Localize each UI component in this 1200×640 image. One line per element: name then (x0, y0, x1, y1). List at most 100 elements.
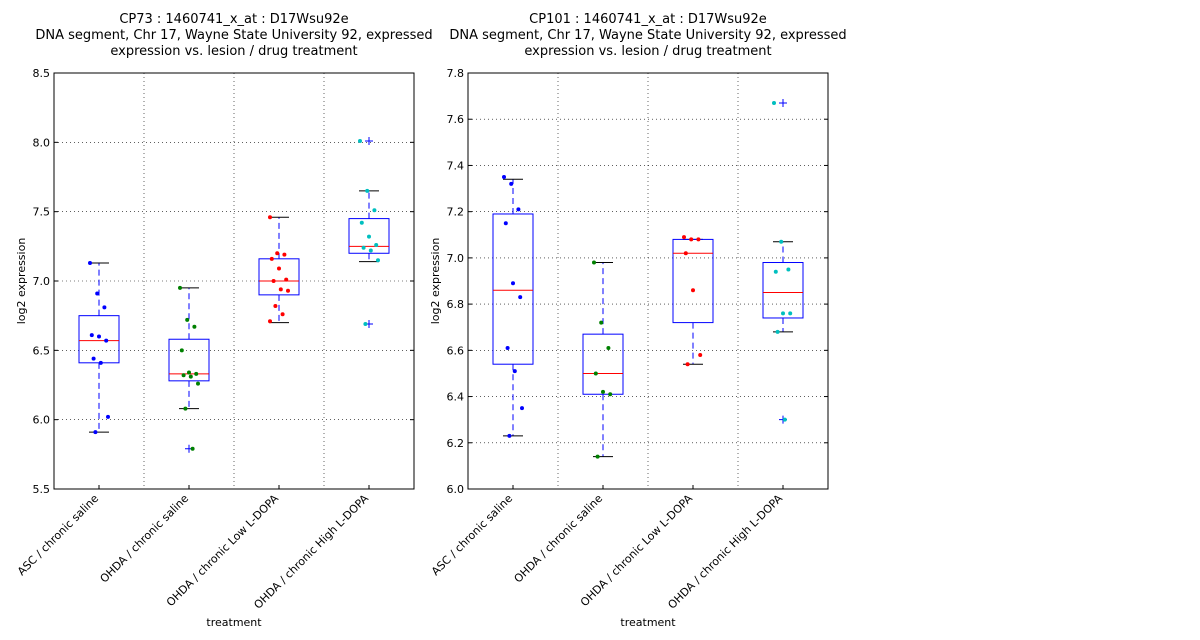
outlier-marker (365, 136, 373, 145)
data-point (268, 215, 272, 220)
x-axis-label: treatment (206, 616, 262, 629)
data-point (273, 303, 278, 308)
data-point (698, 352, 703, 357)
data-point (595, 454, 600, 459)
data-point (93, 430, 98, 435)
data-point (773, 269, 778, 274)
data-point (104, 338, 109, 343)
data-point (505, 346, 510, 351)
y-tick-label: 7.0 (447, 252, 465, 265)
data-point (682, 235, 686, 240)
y-tick-label: 7.4 (447, 159, 465, 172)
data-point (278, 287, 283, 292)
y-tick-label: 6.0 (447, 483, 465, 496)
data-point (685, 362, 690, 367)
data-point (689, 237, 694, 242)
data-point (271, 279, 276, 283)
y-tick-label: 7.8 (447, 67, 465, 80)
data-point (89, 333, 94, 338)
data-point (696, 237, 701, 242)
data-point (192, 324, 197, 329)
data-point (507, 433, 512, 438)
data-point (374, 242, 379, 247)
data-point (683, 251, 688, 256)
box (78, 315, 120, 364)
y-axis-label: log2 expression (15, 238, 28, 325)
data-point (509, 181, 514, 186)
data-point (368, 248, 373, 253)
y-tick-label: 7.5 (33, 206, 51, 219)
data-point (282, 252, 287, 257)
data-point (503, 221, 508, 226)
data-point (275, 251, 280, 256)
data-point (516, 207, 521, 212)
data-point (179, 348, 184, 353)
data-point (520, 406, 524, 411)
data-point (97, 334, 101, 339)
box (258, 258, 300, 296)
plot-frame (467, 72, 829, 490)
box (348, 218, 390, 254)
y-tick-label: 6.4 (447, 391, 465, 404)
data-point (284, 277, 289, 282)
box (672, 238, 714, 324)
data-point (178, 285, 182, 290)
data-point (786, 267, 791, 272)
data-point (691, 288, 695, 293)
data-point (286, 288, 290, 293)
data-point (502, 175, 506, 179)
data-point (367, 234, 371, 239)
data-point (772, 101, 776, 106)
data-point (363, 321, 368, 326)
data-point (361, 245, 366, 250)
data-point (183, 406, 188, 411)
data-point (95, 291, 100, 296)
x-tick-label: ASC / chronic saline (15, 492, 101, 578)
data-point (280, 312, 285, 317)
data-point (782, 417, 787, 422)
box (168, 338, 210, 382)
data-point (188, 374, 193, 379)
data-point (190, 446, 195, 451)
y-tick-label: 6.8 (447, 298, 465, 311)
data-point (593, 371, 598, 376)
y-tick-label: 6.2 (447, 437, 465, 450)
y-tick-label: 5.5 (33, 483, 51, 496)
data-point (268, 319, 272, 324)
data-point (372, 208, 377, 213)
chart-title-line: expression vs. lesion / drug treatment (110, 44, 357, 59)
data-point (518, 295, 523, 300)
data-point (185, 317, 190, 322)
data-point (106, 414, 110, 419)
data-point (601, 389, 605, 394)
data-point (277, 266, 281, 271)
data-point (359, 220, 364, 225)
data-point (358, 138, 362, 143)
y-tick-label: 8.0 (33, 136, 51, 149)
x-tick-label: OHDA / chronic saline (512, 492, 606, 586)
y-tick-label: 6.0 (33, 414, 51, 427)
box (762, 262, 804, 319)
y-tick-label: 7.0 (33, 275, 51, 288)
chart-title-line: DNA segment, Chr 17, Wayne State Univers… (35, 28, 432, 43)
data-point (376, 258, 380, 263)
x-tick-label: OHDA / chronic saline (98, 492, 192, 586)
data-point (775, 329, 780, 334)
data-point (788, 311, 793, 316)
data-point (269, 256, 274, 261)
data-point (98, 360, 103, 365)
data-point (606, 346, 611, 351)
plot-frame (53, 72, 415, 490)
chart-title-line: DNA segment, Chr 17, Wayne State Univers… (449, 28, 846, 43)
data-point (187, 370, 191, 375)
y-tick-label: 7.6 (447, 113, 465, 126)
y-tick-label: 7.2 (447, 206, 465, 219)
data-point (779, 239, 784, 244)
data-point (512, 369, 517, 374)
y-tick-label: 6.6 (447, 344, 465, 357)
data-point (365, 188, 370, 193)
data-point (511, 281, 515, 286)
y-tick-label: 8.5 (33, 67, 51, 80)
